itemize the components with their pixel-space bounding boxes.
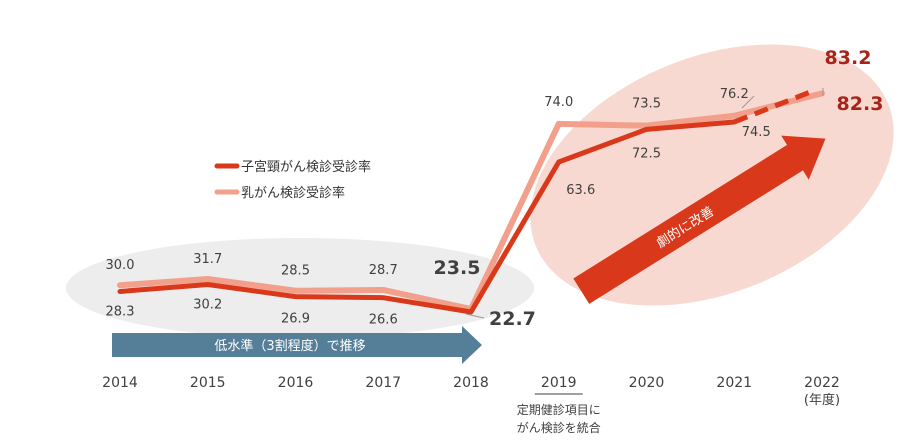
low-level-arrow-label: 低水準（3割程度）で推移 [214, 338, 365, 354]
data-label-2019-cervical: 63.6 [566, 183, 595, 198]
x-tick-label-2021: 2021 [716, 375, 752, 391]
data-label-2017-cervical: 26.6 [369, 313, 398, 328]
data-label-2014-cervical: 28.3 [106, 304, 135, 319]
note-line-1: 定期健診項目に [517, 402, 601, 417]
x-tick-label-2017: 2017 [365, 375, 401, 391]
x-tick-label-2019: 2019 [541, 375, 577, 391]
data-label-2021-breast: 76.2 [720, 87, 749, 102]
x-tick-label-2020: 2020 [629, 375, 665, 391]
high-period-ellipse [530, 44, 894, 306]
data-label-2021-cervical: 74.5 [742, 125, 771, 140]
legend-entry-breast: 乳がん検診受診率 [214, 185, 345, 201]
legend-label: 子宮頸がん検診受診率 [241, 159, 371, 175]
series-line-cervical-forecast [733, 89, 811, 125]
data-label-2018-cervical: 22.7 [489, 308, 536, 330]
data-label-2015-breast: 31.7 [193, 252, 222, 267]
legend-entry-cervical: 子宮頸がん検診受診率 [214, 159, 371, 175]
leader-line-2018 [465, 313, 485, 319]
series-layer [117, 89, 825, 315]
data-label-2019-breast: 74.0 [544, 95, 573, 110]
data-label-2022-cervical: 83.2 [825, 47, 872, 69]
data-label-2016-cervical: 26.9 [281, 312, 310, 327]
x-tick-label-2018: 2018 [453, 375, 489, 391]
improvement-arrow-shape [573, 135, 826, 304]
note-line-2: がん検診を統合 [517, 420, 601, 435]
data-label-2016-breast: 28.5 [281, 264, 310, 279]
low-level-arrow-shape [112, 326, 482, 364]
low-level-arrow: 低水準（3割程度）で推移 [112, 326, 482, 364]
data-label-2022-breast: 82.3 [837, 93, 884, 115]
data-label-2018-breast: 23.5 [434, 257, 481, 279]
data-label-2014-breast: 30.0 [106, 258, 135, 273]
data-label-2015-cervical: 30.2 [193, 297, 222, 312]
x-axis: 2014 2015 2016 2017 2018 2019 2020 2021 2022(年度)… [102, 375, 840, 435]
series-line-cervical [117, 119, 737, 315]
data-label-2017-breast: 28.7 [369, 263, 398, 278]
label-layer: 30.0 28.3 31.7 30.2 28.5 26.9 28.7 26.6 23.5 22.7… [106, 47, 884, 330]
x-tick-label-2014: 2014 [102, 375, 138, 391]
data-label-2020-breast: 73.5 [632, 97, 661, 112]
x-tick-label-2015: 2015 [190, 375, 226, 391]
leader-line-2021 [741, 95, 755, 109]
x-unit-label: (年度) [804, 392, 840, 408]
x-tick-label-2016: 2016 [278, 375, 314, 391]
data-label-2020-cervical: 72.5 [632, 146, 661, 161]
x-tick-label-2022: 2022 [804, 375, 840, 391]
legend-label: 乳がん検診受診率 [241, 185, 345, 201]
